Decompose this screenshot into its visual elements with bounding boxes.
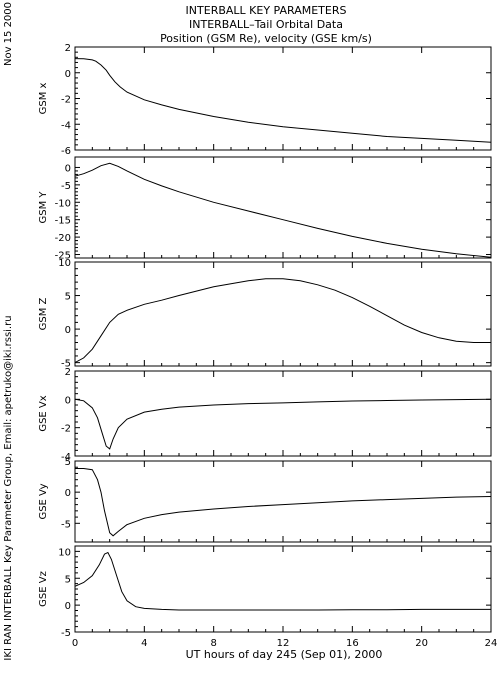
y-tick-label: 0 xyxy=(65,163,71,174)
y-axis-label: GSE Vz xyxy=(38,571,49,607)
series-line xyxy=(74,398,492,450)
y-tick-label: -20 xyxy=(55,233,71,244)
panel-2: -25 -20 -15 -10 -5 0 GSM Y xyxy=(38,156,492,262)
y-tick-label: 0 xyxy=(65,69,71,80)
panel-6: -5 0 5 10 GSE Vz xyxy=(38,545,492,639)
header-line-2: INTERBALL–Tail Orbital Data xyxy=(189,18,343,31)
y-tick-label: 0 xyxy=(65,325,71,336)
panel-3: -5 0 5 10 GSM Z xyxy=(38,258,492,370)
x-tick-label: 12 xyxy=(277,638,290,649)
y-tick-label: 0 xyxy=(65,488,71,499)
panel-frame xyxy=(74,261,492,367)
series-line xyxy=(74,58,492,143)
side-credit: IKI RAN INTERBALL Key Parameter Group, E… xyxy=(3,315,14,660)
x-tick-label: 16 xyxy=(346,638,359,649)
panel-frame xyxy=(74,156,492,259)
y-tick-label: -5 xyxy=(61,628,71,639)
y-axis-label: GSM Z xyxy=(38,297,49,330)
y-axis-label: GSM Y xyxy=(38,191,49,224)
series-line xyxy=(74,551,491,611)
header-line-3: Position (GSM Re), velocity (GSE km/s) xyxy=(160,32,372,45)
y-tick-label: 0 xyxy=(65,601,71,612)
series-line xyxy=(74,278,491,364)
y-tick-label: 5 xyxy=(65,457,71,468)
panel-1: -6 -4 -2 0 2 GSM x xyxy=(38,43,492,157)
y-tick-label: 5 xyxy=(65,292,71,303)
x-axis-label: UT hours of day 245 (Sep 01), 2000 xyxy=(186,648,383,661)
header-line-1: INTERBALL KEY PARAMETERS xyxy=(186,4,347,17)
y-tick-label: -2 xyxy=(61,95,71,106)
y-tick-label: 5 xyxy=(65,574,71,585)
panel-frame xyxy=(74,46,492,151)
y-axis-label: GSE Vx xyxy=(38,395,49,431)
y-tick-label: 10 xyxy=(58,547,71,558)
series-line xyxy=(74,162,492,258)
y-tick-label: 2 xyxy=(65,43,71,54)
y-tick-label: 2 xyxy=(65,367,71,378)
y-tick-label: -15 xyxy=(55,216,71,227)
y-tick-label: -4 xyxy=(61,120,71,131)
panel-frame xyxy=(74,370,492,457)
side-date: Nov 15 2000 xyxy=(3,2,14,66)
y-tick-label: -25 xyxy=(55,251,71,262)
y-tick-label: -5 xyxy=(61,519,71,530)
y-tick-label: -5 xyxy=(61,181,71,192)
y-tick-label: -10 xyxy=(55,198,71,209)
y-tick-label: -5 xyxy=(61,359,71,370)
x-tick-label: 24 xyxy=(485,638,498,649)
y-tick-label: -6 xyxy=(61,146,71,157)
x-tick-label: 8 xyxy=(210,638,216,649)
y-axis-label: GSM x xyxy=(38,83,49,115)
y-tick-label: 0 xyxy=(65,395,71,406)
y-tick-label: -4 xyxy=(61,452,71,463)
series-line xyxy=(75,468,492,537)
panel-5: -5 0 5 GSE Vy xyxy=(38,457,492,543)
y-axis-label: GSE Vy xyxy=(38,483,49,519)
panel-frame xyxy=(74,460,492,543)
x-tick-label: 0 xyxy=(72,638,78,649)
y-tick-label: 10 xyxy=(58,258,71,269)
panel-frame xyxy=(74,545,492,633)
panel-4: -4 -2 0 2 GSE Vx xyxy=(38,367,492,463)
x-tick-label: 4 xyxy=(141,638,147,649)
y-tick-label: -2 xyxy=(61,424,71,435)
x-tick-label: 20 xyxy=(415,638,428,649)
